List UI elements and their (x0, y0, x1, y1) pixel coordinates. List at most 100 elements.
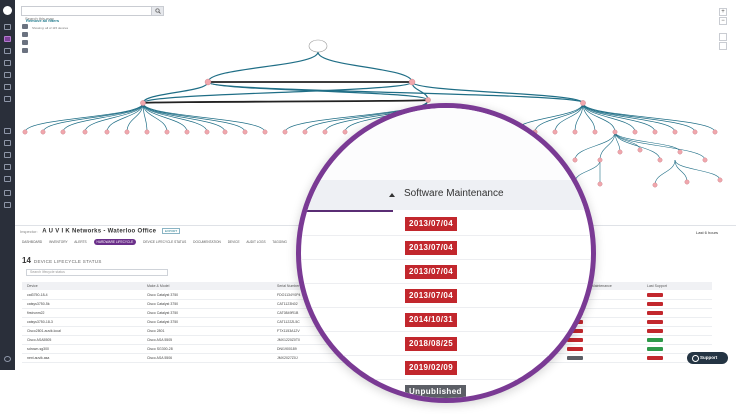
tab-device-lifecycle-status[interactable]: DEVICE LIFECYCLE STATUS (143, 240, 187, 244)
device-node-icon[interactable] (282, 129, 288, 135)
nav-map-icon[interactable] (4, 36, 11, 42)
nav-alerts-icon[interactable] (4, 60, 11, 66)
nav-dashboard-icon[interactable] (4, 24, 11, 30)
zoom-out-button[interactable]: − (719, 17, 727, 25)
device-node-icon[interactable] (140, 100, 146, 106)
fit-icon[interactable] (719, 42, 727, 50)
expand-icon[interactable] (719, 33, 727, 41)
nav-devices-icon[interactable] (4, 140, 11, 146)
tab-alerts[interactable]: ALERTS (74, 240, 87, 244)
cell-serial: JMX2027Z0J (277, 356, 298, 360)
device-node-icon[interactable] (677, 149, 683, 155)
col-make-model[interactable]: Make & Model (147, 284, 170, 288)
device-node-icon[interactable] (222, 129, 228, 135)
cell-device[interactable]: Cisco2801.auvik.local (27, 329, 61, 333)
device-node-icon[interactable] (597, 181, 603, 187)
device-node-icon[interactable] (692, 129, 698, 135)
export-tag[interactable]: EXPORT (161, 228, 181, 234)
device-node-icon[interactable] (712, 129, 718, 135)
device-node-icon[interactable] (104, 129, 110, 135)
device-node-icon[interactable] (262, 129, 268, 135)
cell-device[interactable]: sdrown-sg300 (27, 347, 49, 351)
device-node-icon[interactable] (684, 179, 690, 185)
nav-inventory-icon[interactable] (4, 48, 11, 54)
cell-device[interactable]: next.auvik.asa (27, 356, 50, 360)
nav-reports-icon[interactable] (4, 72, 11, 78)
eye-icon[interactable] (22, 24, 28, 29)
col-device[interactable]: Device (27, 284, 38, 288)
magnified-row: 2013/07/04 (301, 236, 591, 260)
cell-device[interactable]: catsys3750-5k (27, 302, 50, 306)
tab-device[interactable]: DEVICE (227, 240, 240, 244)
remove-filters-link[interactable]: Remove all filters (26, 18, 60, 23)
device-node-icon[interactable] (657, 157, 663, 163)
col-last-support[interactable]: Last Support (647, 284, 667, 288)
cell-device[interactable]: catsys3750-18-3 (27, 320, 53, 324)
tab-audit-logs[interactable]: AUDIT LOGS (246, 240, 266, 244)
device-node-icon[interactable] (242, 129, 248, 135)
map-search-input[interactable] (22, 14, 150, 23)
filter-icon[interactable] (22, 32, 28, 37)
cell-device[interactable]: cat3750-18-4 (27, 293, 48, 297)
device-node-icon[interactable] (612, 129, 618, 135)
device-node-icon[interactable] (184, 129, 190, 135)
topology-link (582, 102, 716, 133)
tab-hardware-lifecycle[interactable]: HARDWARE LIFECYCLE (93, 239, 137, 245)
device-node-icon[interactable] (60, 129, 66, 135)
device-node-icon[interactable] (592, 129, 598, 135)
nav-network-icon[interactable] (4, 152, 11, 158)
device-node-icon[interactable] (40, 129, 46, 135)
device-node-icon[interactable] (597, 157, 603, 163)
nav-logs-icon[interactable] (4, 96, 11, 102)
software-maintenance-date-badge: 2013/07/04 (405, 265, 458, 279)
layers-icon[interactable] (22, 40, 28, 45)
device-node-icon[interactable] (82, 129, 88, 135)
device-node-icon[interactable] (204, 78, 212, 86)
device-node-icon[interactable] (652, 182, 658, 188)
nav-help-icon[interactable] (4, 356, 11, 362)
time-range-selector[interactable]: Last 6 hours (696, 230, 719, 235)
device-node-icon[interactable] (22, 129, 28, 135)
support-button[interactable]: Support (687, 352, 728, 364)
nav-tools-icon[interactable] (4, 128, 11, 134)
lifecycle-title: 14 DEVICE LIFECYCLE STATUS (22, 256, 102, 265)
device-node-icon[interactable] (672, 129, 678, 135)
cell-device[interactable]: firstrunm22 (27, 311, 45, 315)
nav-config-icon[interactable] (4, 84, 11, 90)
magnified-row: 2018/08/25 (301, 332, 591, 356)
magnified-row: 2019/02/09 (301, 356, 591, 380)
col-serial[interactable]: Serial Number (277, 284, 300, 288)
software-maintenance-date-badge: 2013/07/04 (405, 241, 458, 255)
lifecycle-search-input[interactable]: Search lifecycle status (26, 269, 168, 276)
nav-users-icon[interactable] (4, 190, 11, 196)
col-software-maintenance[interactable]: Software Maintenance (577, 284, 612, 288)
magnified-row: 2013/07/04 (301, 212, 591, 236)
tab-tagging[interactable]: TAGGING (272, 240, 287, 244)
tab-inventory[interactable]: INVENTORY (49, 240, 68, 244)
tab-documentation[interactable]: DOCUMENTATION (193, 240, 221, 244)
device-node-icon[interactable] (702, 157, 708, 163)
zoom-in-button[interactable]: + (719, 8, 727, 16)
device-node-icon[interactable] (637, 147, 643, 153)
device-node-icon[interactable] (632, 129, 638, 135)
device-node-icon[interactable] (425, 97, 431, 103)
internet-cloud-icon[interactable] (308, 39, 328, 53)
device-node-icon[interactable] (204, 129, 210, 135)
nav-lifecycle-icon[interactable] (4, 164, 11, 170)
device-node-icon[interactable] (164, 129, 170, 135)
device-node-icon[interactable] (652, 129, 658, 135)
device-node-icon[interactable] (144, 129, 150, 135)
device-node-icon[interactable] (408, 78, 416, 86)
search-button[interactable] (151, 7, 163, 15)
device-node-icon[interactable] (617, 149, 623, 155)
cell-device[interactable]: Cisco ASA5505 (27, 338, 52, 342)
topology-link (582, 102, 656, 133)
device-node-icon[interactable] (717, 177, 723, 183)
device-node-icon[interactable] (580, 100, 586, 106)
tab-dashboard[interactable]: DASHBOARD (22, 240, 43, 244)
nav-settings-icon[interactable] (4, 202, 11, 208)
device-node-icon[interactable] (124, 129, 130, 135)
settings-icon[interactable] (22, 48, 28, 53)
magnified-column-header[interactable]: Software Maintenance (301, 180, 591, 210)
nav-integrations-icon[interactable] (4, 176, 11, 182)
